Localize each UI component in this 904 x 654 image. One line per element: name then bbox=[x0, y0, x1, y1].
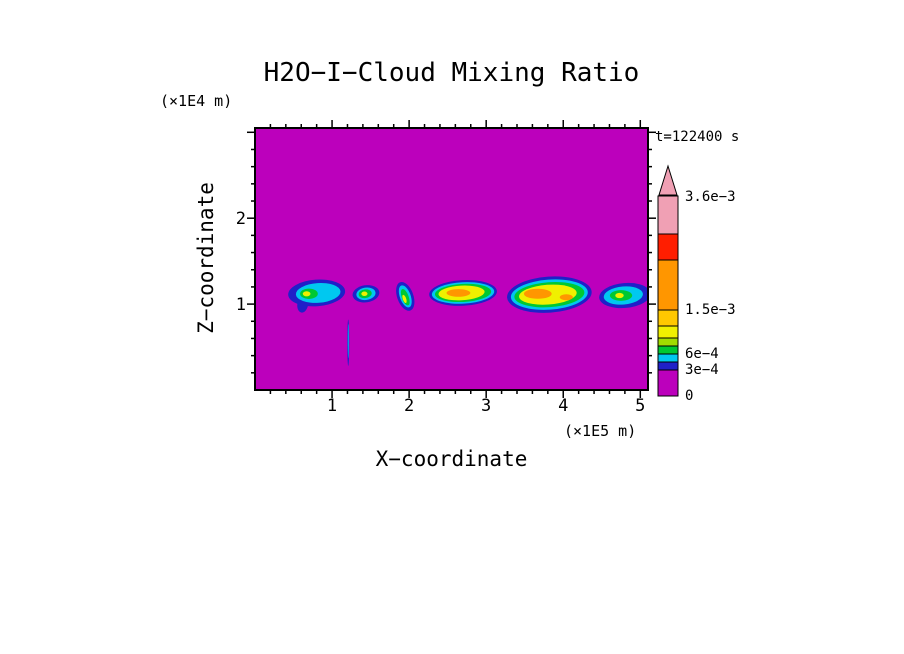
colorbar-label: 1.5e−3 bbox=[685, 302, 736, 318]
colorbar-segment bbox=[657, 309, 679, 327]
y-axis-unit: (×1E4 m) bbox=[160, 92, 233, 110]
x-tick-label: 1 bbox=[327, 396, 337, 416]
x-axis-unit: (×1E5 m) bbox=[564, 422, 637, 440]
colorbar-label: 3e−4 bbox=[685, 362, 719, 378]
colorbar-label: 0 bbox=[685, 388, 693, 404]
colorbar-label: 6e−4 bbox=[685, 346, 719, 362]
cloud-6-contour-layer bbox=[615, 292, 624, 299]
cloud-3-contour-layer bbox=[402, 294, 407, 304]
colorbar-segment bbox=[657, 369, 679, 397]
colorbar-segment bbox=[657, 195, 679, 235]
x-axis-title: X−coordinate bbox=[375, 447, 528, 471]
colorbar-segment bbox=[657, 259, 679, 311]
y-axis-title: Z−coordinate bbox=[194, 182, 218, 334]
colorbar-segment bbox=[657, 345, 679, 355]
cloud-2-contour-layer bbox=[361, 291, 368, 297]
time-annotation: t=122400 s bbox=[655, 129, 740, 145]
tick-labels: 1 2 3 4 5 1 2 bbox=[236, 209, 646, 416]
x-tick-label: 5 bbox=[635, 396, 645, 416]
fall-streak-contour-layer bbox=[347, 323, 349, 359]
colorbar: 0 3e−46e−4 1.5e−3 3.6e−3 bbox=[657, 164, 736, 404]
cloud-5-contour-layer bbox=[559, 294, 573, 301]
colorbar-arrow bbox=[658, 164, 678, 196]
x-tick-label: 4 bbox=[558, 396, 568, 416]
colorbar-segment bbox=[657, 337, 679, 347]
colorbar-segment bbox=[657, 361, 679, 371]
x-tick-label: 3 bbox=[481, 396, 491, 416]
cloud-4-contour-layer bbox=[446, 289, 471, 297]
cloud-contours bbox=[288, 276, 648, 366]
cloud-5-contour-layer bbox=[523, 288, 552, 299]
colorbar-segment bbox=[657, 325, 679, 339]
plot-area bbox=[255, 128, 648, 390]
chart-title: H2O−I−Cloud Mixing Ratio bbox=[263, 58, 640, 88]
cloud-1-contour-layer bbox=[302, 291, 311, 297]
colorbar-segment bbox=[657, 233, 679, 261]
x-tick-label: 2 bbox=[404, 396, 414, 416]
colorbar-label: 3.6e−3 bbox=[685, 189, 736, 205]
z-tick-label: 2 bbox=[236, 209, 246, 229]
colorbar-segment bbox=[657, 353, 679, 363]
z-tick-label: 1 bbox=[236, 295, 246, 315]
plot-background bbox=[255, 128, 648, 390]
plot-frame bbox=[254, 127, 649, 391]
